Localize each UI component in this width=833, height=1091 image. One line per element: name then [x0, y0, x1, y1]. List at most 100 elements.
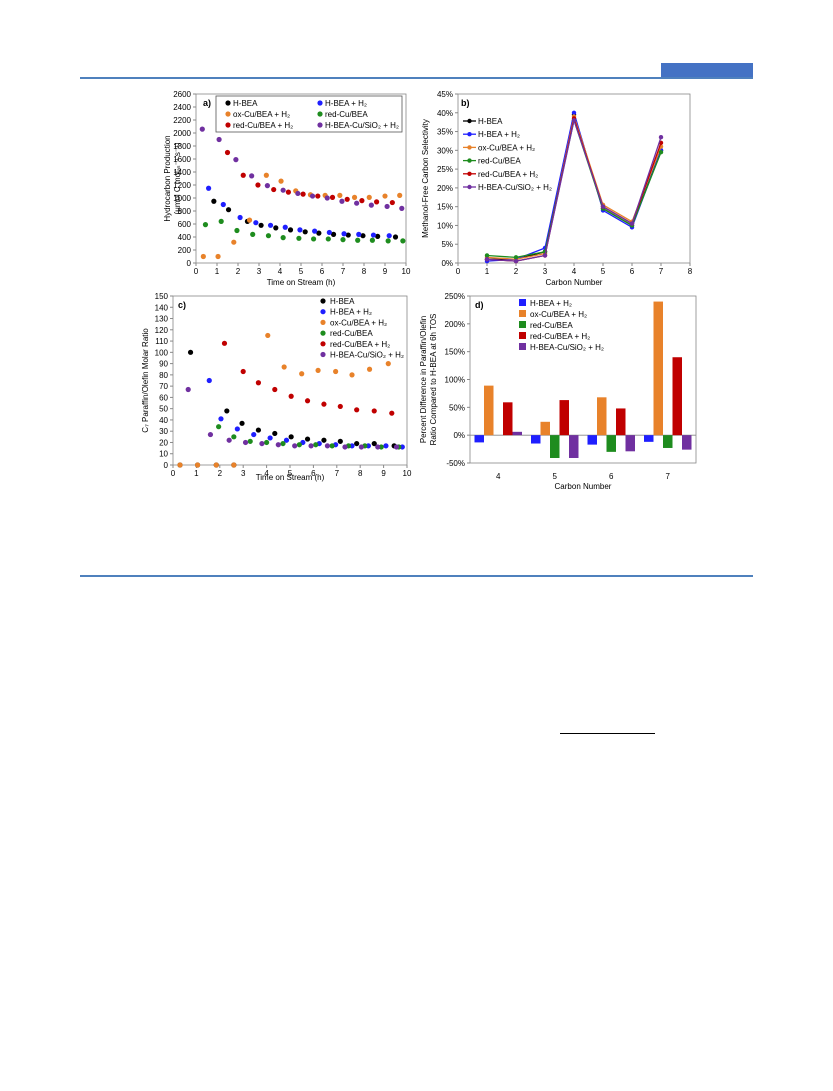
panel-c-point-red_h2	[321, 401, 327, 407]
panel-c-y-tick-label: 110	[155, 337, 168, 346]
panel-c-y-tick-label: 0	[164, 461, 169, 470]
panel-c-point-ox_h2	[213, 462, 219, 468]
panel-a-point-ox_h2	[215, 253, 221, 260]
panel-d-xlabel: Carbon Number	[555, 482, 612, 491]
panel-c-point-sio2_h2	[324, 443, 331, 449]
panel-a-point-hbea	[345, 232, 351, 238]
panel-c-x-tick-label: 5	[288, 469, 293, 478]
panel-a-legend-marker-red_h2	[225, 122, 231, 128]
panel-a-x-tick-label: 0	[194, 267, 199, 276]
panel-c-y-tick-label: 20	[159, 438, 168, 447]
panel-c-point-red	[280, 440, 286, 447]
panel-a-x-tick-label: 6	[320, 267, 325, 276]
panel-d-legend-swatch-red	[519, 321, 526, 328]
panel-b-legend-label-sio2_h2: H-BEA-Cu/SiO₂ + H₂	[478, 183, 552, 192]
panel-d-bar-ox_h2	[540, 421, 550, 436]
panel-b-y-tick-label: 20%	[437, 184, 453, 193]
panel-c-point-red	[296, 442, 302, 448]
panel-b-label: b)	[461, 98, 470, 108]
panel-a-point-red	[280, 235, 286, 241]
panel-c-legend-label-sio2_h2: H-BEA-Cu/SiO₂ + H₂	[330, 351, 404, 360]
panel-b-legend-marker-red	[467, 158, 472, 163]
panel-d-bar-ox_h2	[597, 397, 607, 436]
panel-c-point-hbea_h2	[283, 437, 290, 443]
panel-a-legend-label-sio2_h2: H-BEA-Cu/SiO₂ + H₂	[325, 121, 399, 130]
panel-c-point-ox_h2	[194, 462, 201, 468]
panel-a-legend-label-ox_h2: ox-Cu/BEA + H₂	[233, 110, 290, 119]
panel-a-point-sio2_h2	[280, 187, 286, 193]
panel-a-point-hbea	[316, 230, 322, 236]
panel-c-y-tick-label: 40	[159, 416, 168, 425]
header-rule	[80, 77, 753, 79]
panel-a-point-sio2_h2	[233, 157, 239, 163]
panel-a-point-red_h2	[359, 198, 365, 204]
panel-d-ylabel-line2: Ratio Compared to H-BEA at 6h TOS	[429, 314, 438, 446]
panel-d-x-tick-label: 5	[553, 472, 558, 481]
panel-d-legend-label-hbea_h2: H-BEA + H₂	[530, 299, 572, 308]
panel-b-point-red	[513, 255, 519, 260]
panel-b-x-tick-label: 2	[514, 267, 519, 276]
panel-a-point-ox_h2	[397, 192, 403, 198]
panel-c-legend-marker-red	[320, 330, 326, 336]
panel-c-point-red_h2	[240, 368, 246, 375]
panel-d-bar-red	[663, 435, 673, 448]
panel-a-point-sio2_h2	[384, 203, 390, 210]
panel-a-legend-marker-hbea	[225, 100, 231, 106]
panel-d-bar-red_h2	[616, 408, 626, 436]
panel-c-y-tick-label: 80	[159, 371, 168, 380]
panel-a-point-ox_h2	[246, 217, 253, 223]
panel-a-point-hbea	[258, 222, 264, 228]
panel-c-point-red_h2	[304, 398, 311, 404]
panel-c-y-tick-label: 140	[155, 303, 169, 312]
panel-b-point-sio2_h2	[658, 134, 664, 140]
panel-a-point-red	[265, 233, 272, 239]
panel-d-legend-label-sio2_h2: H-BEA-Cu/SiO₂ + H₂	[530, 343, 604, 352]
panel-c-legend-marker-hbea_h2	[320, 309, 326, 315]
panel-a-x-tick-label: 5	[299, 267, 304, 276]
panel-a-point-ox_h2	[337, 192, 343, 198]
panel-c-y-tick-label: 60	[159, 393, 168, 402]
panel-c-point-hbea	[354, 440, 360, 447]
panel-a-x-tick-label: 9	[383, 267, 388, 276]
panel-a-point-red	[250, 231, 256, 237]
panel-c-x-tick-label: 9	[381, 469, 386, 478]
panel-a-x-tick-label: 10	[402, 267, 411, 276]
panel-a-point-sio2_h2	[309, 193, 316, 199]
panel-c-point-sio2_h2	[375, 444, 381, 450]
panel-a-point-sio2_h2	[249, 173, 255, 179]
panel-c-point-sio2_h2	[275, 442, 281, 448]
panel-c-xlabel: Time on Stream (h)	[256, 473, 325, 482]
panel-a-point-ox_h2	[382, 193, 388, 199]
panel-b-x-tick-label: 1	[485, 267, 490, 276]
panel-a-point-ox_h2	[366, 194, 372, 200]
panel-c-point-red_h2	[221, 340, 228, 346]
panel-c-y-tick-label: 120	[155, 326, 169, 335]
panel-b-legend-marker-red_h2	[467, 171, 472, 176]
panel-d-bar-red_h2	[559, 400, 569, 436]
panel-d-bar-hbea_h2	[644, 435, 654, 442]
panel-c-x-tick-label: 3	[241, 469, 246, 478]
panel-c-point-hbea	[304, 436, 311, 442]
panel-a-point-ox_h2	[231, 239, 237, 245]
panel-a-y-tick-label: 1600	[173, 155, 191, 164]
panel-b-point-hbea_h2	[571, 110, 577, 115]
panel-b-legend-marker-hbea	[467, 118, 472, 124]
panel-a-point-hbea_h2	[297, 227, 303, 233]
panel-c-point-sio2_h2	[308, 443, 314, 449]
panel-b-point-sio2_h2	[513, 258, 519, 264]
panel-a-point-sio2_h2	[339, 198, 345, 204]
panel-b-point-sio2_h2	[600, 204, 606, 209]
panel-c-point-hbea	[255, 427, 262, 433]
panel-c-y-tick-label: 90	[159, 360, 168, 369]
panel-d-bar-red	[550, 435, 560, 458]
panel-b-point-red	[484, 253, 490, 258]
panel-c-x-tick-label: 6	[311, 469, 316, 478]
panel-c-x-tick-label: 8	[358, 469, 363, 478]
panel-a-legend-box	[215, 95, 403, 133]
panel-c-x-tick-label: 4	[264, 469, 269, 478]
panel-d-bar-red_h2	[672, 357, 682, 436]
panel-c-legend-label-ox_h2: ox-Cu/BEA + H₂	[330, 318, 387, 327]
panel-a-point-hbea_h2	[206, 185, 212, 191]
panel-a-legend-marker-ox_h2	[225, 111, 231, 117]
panel-a-legend-marker-hbea_h2	[317, 100, 323, 106]
